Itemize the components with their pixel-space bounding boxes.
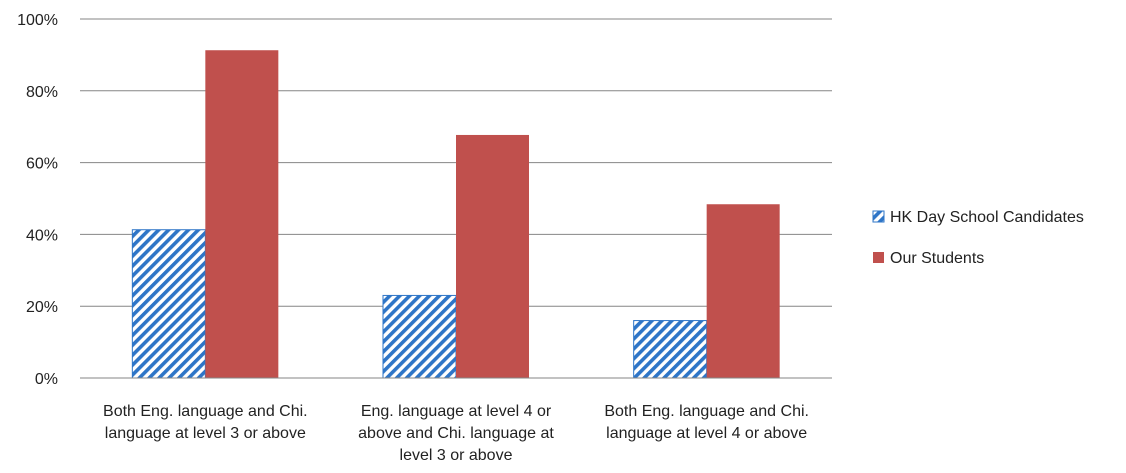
y-tick-label: 80% xyxy=(26,84,58,101)
bar-hk-day-school-candidates xyxy=(633,320,708,379)
bar-our-students xyxy=(706,204,780,378)
y-axis-tick-labels: 0% 20% 40% 60% 80% 100% xyxy=(17,12,58,388)
legend-label: Our Students xyxy=(890,250,984,267)
x-category-label: Both Eng. language and Chi. language at l… xyxy=(103,403,308,442)
legend-swatch-solid xyxy=(873,252,884,263)
bar-our-students xyxy=(205,50,279,378)
y-tick-label: 0% xyxy=(35,371,58,388)
x-category-label: Eng. language at level 4 or above and Chi… xyxy=(358,403,554,464)
y-tick-label: 60% xyxy=(26,156,58,173)
legend: HK Day School Candidates Our Students xyxy=(872,209,1084,267)
y-tick-label: 20% xyxy=(26,299,58,316)
legend-swatch-hatched xyxy=(872,210,885,223)
y-tick-label: 100% xyxy=(17,12,58,29)
x-axis-category-labels: Both Eng. language and Chi. language at l… xyxy=(103,403,809,464)
y-tick-label: 40% xyxy=(26,227,58,244)
legend-label: HK Day School Candidates xyxy=(890,209,1084,226)
bar-hk-day-school-candidates xyxy=(131,229,206,379)
bar-hk-day-school-candidates xyxy=(382,294,457,379)
bars xyxy=(131,50,780,379)
x-category-label: Both Eng. language and Chi. language at l… xyxy=(604,403,809,442)
bar-our-students xyxy=(456,134,529,378)
